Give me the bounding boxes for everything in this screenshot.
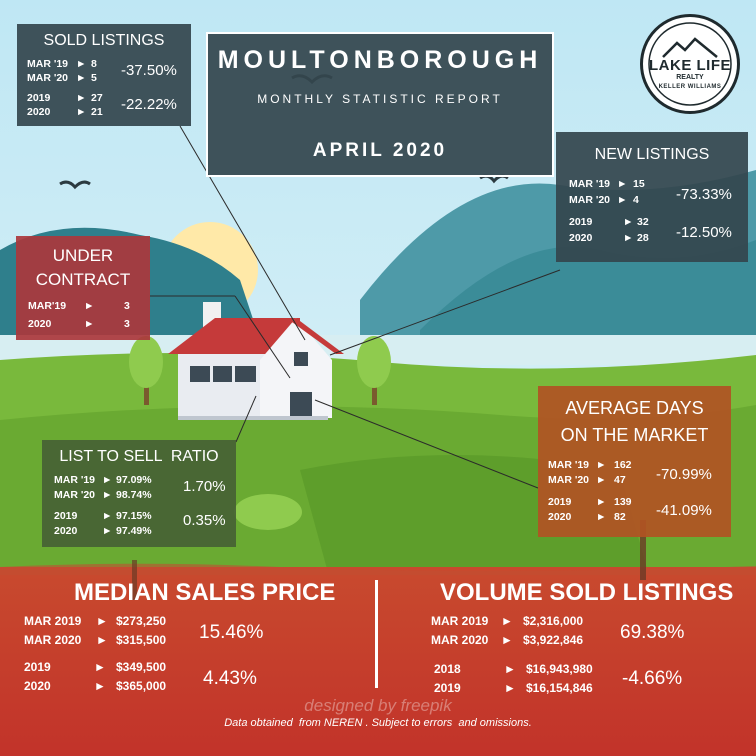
avg-days-panel: AVERAGE DAYS ON THE MARKET MAR '19 ► 162… <box>538 386 731 537</box>
under-contract-panel: UNDER CONTRACT MAR'19 ► 3 2020 ► 3 <box>16 236 150 340</box>
under-contract-title-1: UNDER <box>52 246 114 265</box>
volume-row: 2018 ► $16,943,980 <box>434 662 593 676</box>
volume-sold-title: VOLUME SOLD LISTINGS <box>440 579 734 606</box>
red-band-edge <box>0 563 756 575</box>
town-title: MOULTONBOROUGH <box>217 46 543 74</box>
avg-days-title-2: ON THE MARKET <box>560 425 709 445</box>
tree-left <box>129 336 163 405</box>
ratio-pct-month: 1.70% <box>183 478 226 495</box>
header-panel: MOULTONBOROUGH MONTHLY STATISTIC REPORT … <box>206 32 554 177</box>
avg-days-title-1: AVERAGE DAYS <box>565 398 704 418</box>
divider <box>375 580 378 688</box>
new-listings-title: NEW LISTINGS <box>594 146 710 163</box>
volume-pct-year: -4.66% <box>622 668 683 689</box>
under-contract-title-2: CONTRACT <box>35 270 131 289</box>
median-row: 2019 ► $349,500 <box>24 660 167 674</box>
bird <box>59 180 91 190</box>
sold-listings-title: SOLD LISTINGS <box>43 32 165 49</box>
days-pct-year: -41.09% <box>656 502 712 519</box>
watermark: designed by freepik <box>304 696 452 715</box>
bush <box>234 494 302 530</box>
median-pct-month: 15.46% <box>199 622 264 643</box>
logo-mountain-icon <box>648 22 732 106</box>
median-row: MAR 2019 ► $273,250 <box>24 614 167 628</box>
median-row: 2020 ► $365,000 <box>24 679 167 693</box>
mountain-right-front <box>420 240 756 350</box>
footer-disclaimer: Data obtained from NEREN . Subject to er… <box>224 717 532 729</box>
report-subtitle: MONTHLY STATISTIC REPORT <box>257 92 503 106</box>
median-sales-title: MEDIAN SALES PRICE <box>74 579 336 606</box>
logo-line3: KELLER WILLIAMS <box>658 84 722 90</box>
ratio-pct-year: 0.35% <box>183 512 226 529</box>
days-pct-month: -70.99% <box>656 466 712 483</box>
volume-row: MAR 2020 ► $3,922,846 <box>431 633 584 647</box>
logo-line2: REALTY <box>676 74 704 81</box>
median-row: MAR 2020 ► $315,500 <box>24 633 167 647</box>
connector-lines <box>150 125 561 489</box>
new-pct-month: -73.33% <box>676 186 732 203</box>
sold-pct-year: -22.22% <box>121 96 177 113</box>
report-month: APRIL 2020 <box>312 140 448 161</box>
house <box>168 302 344 420</box>
volume-row: MAR 2019 ► $2,316,000 <box>431 614 584 628</box>
sold-pct-month: -37.50% <box>121 62 177 79</box>
median-pct-year: 4.43% <box>203 668 257 689</box>
tree-trunk <box>132 560 137 600</box>
volume-pct-month: 69.38% <box>620 622 685 643</box>
list-to-sell-panel: LIST TO SELL RATIO MAR '19 ► 97.09% MAR … <box>42 440 236 547</box>
logo-line1: LAKE LIFE <box>649 57 731 74</box>
new-pct-year: -12.50% <box>676 224 732 241</box>
new-listings-panel: NEW LISTINGS MAR '19 ► 15 MAR '20 ► 4 20… <box>556 132 748 262</box>
tree-right <box>357 336 391 405</box>
tree-trunk <box>640 520 646 580</box>
logo: LAKE LIFE REALTY KELLER WILLIAMS <box>640 14 740 114</box>
volume-row: 2019 ► $16,154,846 <box>434 681 593 695</box>
sold-listings-panel: SOLD LISTINGS MAR '19 ► 8 MAR '20 ► 5 20… <box>17 24 191 126</box>
list-to-sell-title: LIST TO SELL RATIO <box>59 448 219 465</box>
